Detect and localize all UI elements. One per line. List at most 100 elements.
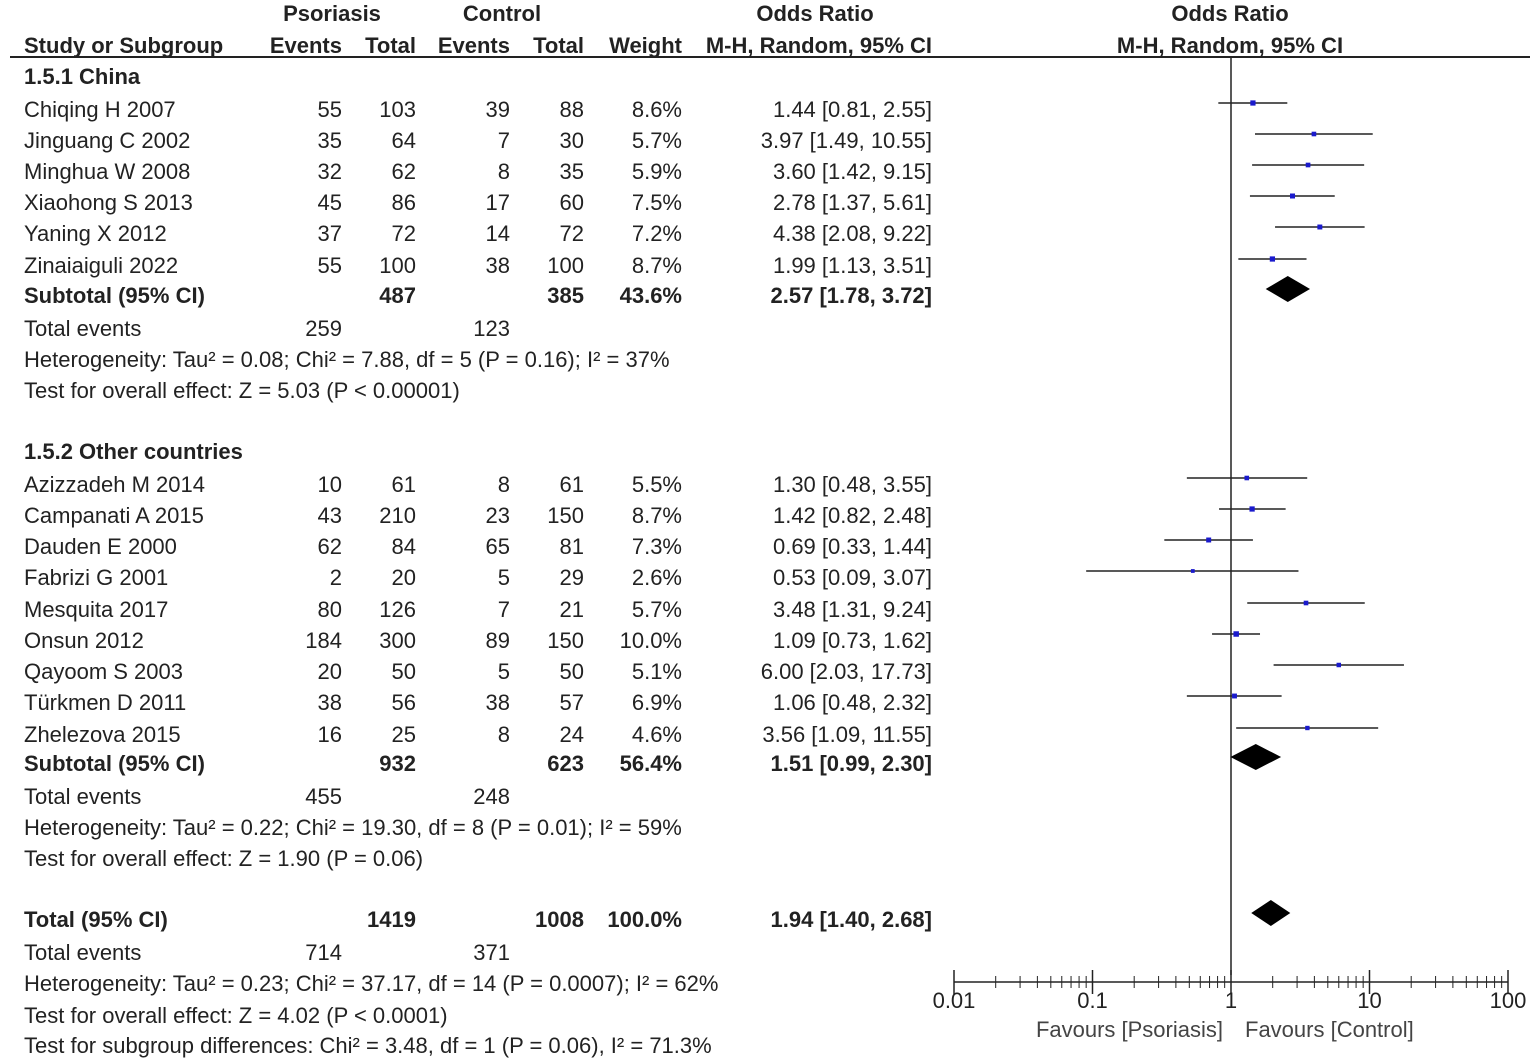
odds-ratio-ci: 1.30 [0.48, 3.55] xyxy=(772,472,932,497)
study-name: Zinaiaiguli 2022 xyxy=(24,253,179,278)
total2: 150 xyxy=(547,503,584,528)
subtotal-total2: 623 xyxy=(547,751,584,776)
point-estimate-marker xyxy=(1232,693,1237,699)
point-estimate-marker xyxy=(1317,224,1323,230)
weight: 5.1% xyxy=(631,659,682,684)
header-study: Study or Subgroup xyxy=(24,33,224,58)
total-events2: 248 xyxy=(473,784,510,809)
events1: 20 xyxy=(317,659,342,684)
heterogeneity-text: Heterogeneity: Tau² = 0.08; Chi² = 7.88,… xyxy=(24,347,670,372)
point-estimate-marker xyxy=(1289,193,1296,199)
events2: 7 xyxy=(497,597,510,622)
overall-effect-text: Test for overall effect: Z = 1.90 (P = 0… xyxy=(24,846,424,871)
total2: 30 xyxy=(559,128,584,153)
x-axis-tick-label: 0.1 xyxy=(1077,988,1108,1013)
total-events-label: Total events xyxy=(24,784,142,809)
events1: 62 xyxy=(317,534,342,559)
subtotal-weight: 56.4% xyxy=(619,751,682,776)
events2: 65 xyxy=(485,534,510,559)
weight: 4.6% xyxy=(631,722,682,747)
heterogeneity-text: Heterogeneity: Tau² = 0.22; Chi² = 19.30… xyxy=(24,815,682,840)
total-events1: 259 xyxy=(305,316,342,341)
total1: 61 xyxy=(391,472,416,497)
x-axis-tick-label: 100 xyxy=(1490,988,1527,1013)
events2: 5 xyxy=(497,659,510,684)
subtotal-total2: 385 xyxy=(547,283,584,308)
events1: 2 xyxy=(329,565,342,590)
total2: 21 xyxy=(559,597,584,622)
study-name: Jinguang C 2002 xyxy=(24,128,191,153)
subtotal-total1: 487 xyxy=(379,283,416,308)
events1: 38 xyxy=(317,690,342,715)
total-total2: 1008 xyxy=(535,907,584,932)
events1: 184 xyxy=(305,628,342,653)
header-events1: Events xyxy=(269,33,342,58)
study-name: Minghua W 2008 xyxy=(24,159,191,184)
summary-diamond xyxy=(1230,744,1282,770)
total-events-label: Total events xyxy=(24,940,142,965)
events1: 45 xyxy=(317,190,342,215)
study-name: Onsun 2012 xyxy=(24,628,144,653)
events1: 55 xyxy=(317,97,342,122)
header-total1: Total xyxy=(365,33,416,58)
total-label: Total (95% CI) xyxy=(24,907,168,932)
events2: 89 xyxy=(485,628,510,653)
total-events1: 714 xyxy=(305,940,342,965)
total2: 72 xyxy=(559,221,584,246)
study-name: Fabrizi G 2001 xyxy=(24,565,169,590)
header-group2: Control xyxy=(462,1,542,26)
total1: 86 xyxy=(391,190,416,215)
weight: 5.9% xyxy=(631,159,682,184)
weight: 5.7% xyxy=(631,597,682,622)
study-name: Zhelezova 2015 xyxy=(24,722,181,747)
study-name: Azizzadeh M 2014 xyxy=(24,472,205,497)
study-name: Dauden E 2000 xyxy=(24,534,177,559)
odds-ratio-ci: 1.09 [0.73, 1.62] xyxy=(772,628,932,653)
overall-effect-text: Test for overall effect: Z = 5.03 (P < 0… xyxy=(24,378,460,403)
events1: 35 xyxy=(317,128,342,153)
subtotal-total1: 932 xyxy=(379,751,416,776)
events1: 10 xyxy=(317,472,342,497)
total1: 103 xyxy=(379,97,416,122)
subtotal-ci: 2.57 [1.78, 3.72] xyxy=(770,283,932,308)
total2: 60 xyxy=(559,190,584,215)
weight: 7.5% xyxy=(631,190,682,215)
total-total1: 1419 xyxy=(367,907,416,932)
total1: 100 xyxy=(379,253,416,278)
total-events1: 455 xyxy=(305,784,342,809)
events1: 80 xyxy=(317,597,342,622)
point-estimate-marker xyxy=(1303,600,1309,606)
weight: 5.5% xyxy=(631,472,682,497)
point-estimate-marker xyxy=(1190,569,1195,573)
total2: 24 xyxy=(559,722,584,747)
study-name: Mesquita 2017 xyxy=(24,597,169,622)
summary-diamond xyxy=(1251,900,1291,926)
favours-left-label: Favours [Psoriasis] xyxy=(1036,1017,1223,1042)
total1: 300 xyxy=(379,628,416,653)
total2: 29 xyxy=(559,565,584,590)
odds-ratio-ci: 1.42 [0.82, 2.48] xyxy=(772,503,932,528)
total1: 25 xyxy=(391,722,416,747)
heterogeneity-text: Heterogeneity: Tau² = 0.23; Chi² = 37.17… xyxy=(24,971,719,996)
point-estimate-marker xyxy=(1250,100,1256,106)
x-axis-tick-label: 1 xyxy=(1225,988,1237,1013)
events2: 8 xyxy=(497,159,510,184)
point-estimate-marker xyxy=(1305,162,1311,168)
overall-effect-text: Test for overall effect: Z = 4.02 (P < 0… xyxy=(24,1003,448,1028)
header-plot-method: M-H, Random, 95% CI xyxy=(1116,33,1344,58)
events2: 38 xyxy=(485,253,510,278)
study-name: Campanati A 2015 xyxy=(24,503,204,528)
subgroup-title: 1.5.1 China xyxy=(24,64,141,89)
total2: 50 xyxy=(559,659,584,684)
point-estimate-marker xyxy=(1249,506,1255,512)
events1: 37 xyxy=(317,221,342,246)
subtotal-ci: 1.51 [0.99, 2.30] xyxy=(770,751,932,776)
total2: 81 xyxy=(559,534,584,559)
events1: 55 xyxy=(317,253,342,278)
study-name: Xiaohong S 2013 xyxy=(24,190,193,215)
events1: 16 xyxy=(317,722,342,747)
weight: 8.6% xyxy=(631,97,682,122)
events2: 39 xyxy=(485,97,510,122)
total1: 62 xyxy=(391,159,416,184)
